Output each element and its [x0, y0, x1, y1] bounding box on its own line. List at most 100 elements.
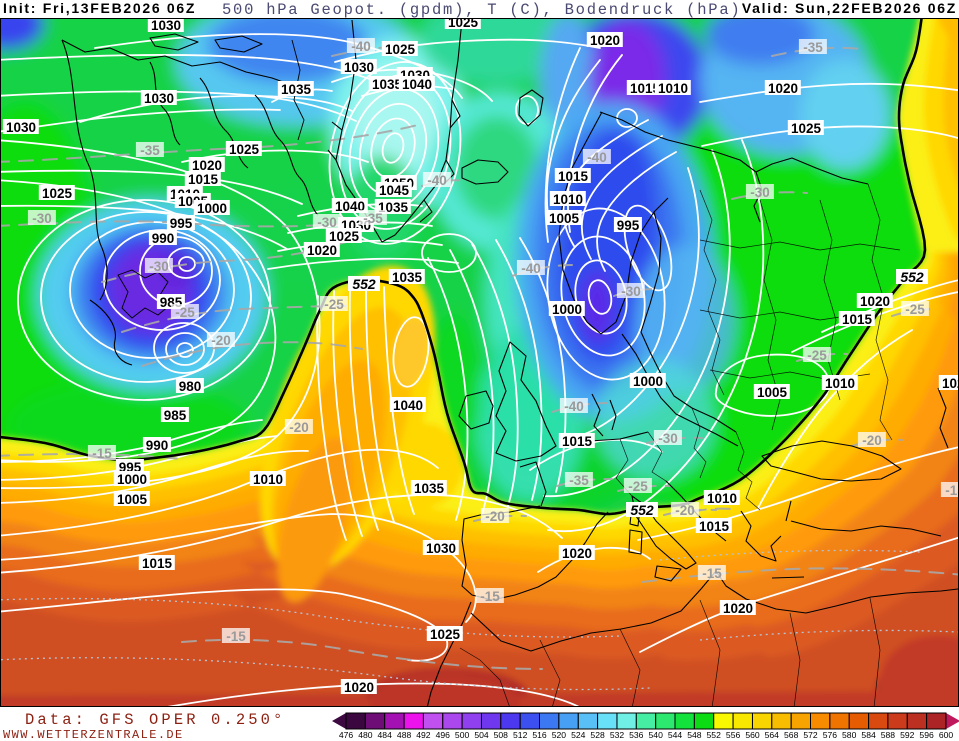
- svg-text:500 hPa Geopot. (gpdm), T (C),: 500 hPa Geopot. (gpdm), T (C), Bodendruc…: [222, 1, 741, 19]
- svg-text:568: 568: [784, 730, 799, 740]
- svg-text:492: 492: [416, 730, 431, 740]
- svg-text:1005: 1005: [757, 385, 788, 400]
- svg-text:-30: -30: [149, 259, 169, 274]
- svg-text:1040: 1040: [402, 77, 432, 92]
- svg-text:-30: -30: [32, 211, 52, 226]
- svg-text:-20: -20: [862, 433, 882, 448]
- svg-text:Data: GFS OPER 0.250°: Data: GFS OPER 0.250°: [25, 711, 285, 729]
- svg-text:1015: 1015: [699, 519, 730, 534]
- svg-text:496: 496: [436, 730, 451, 740]
- svg-text:-25: -25: [628, 479, 648, 494]
- svg-text:1000: 1000: [117, 472, 147, 487]
- svg-text:1025: 1025: [385, 42, 416, 57]
- svg-text:990: 990: [152, 231, 175, 246]
- svg-text:536: 536: [629, 730, 644, 740]
- svg-text:480: 480: [358, 730, 373, 740]
- svg-text:1025: 1025: [791, 121, 822, 136]
- svg-text:488: 488: [397, 730, 412, 740]
- svg-text:-30: -30: [317, 215, 337, 230]
- svg-text:1025: 1025: [42, 186, 73, 201]
- svg-text:1020: 1020: [942, 376, 959, 391]
- svg-text:512: 512: [513, 730, 528, 740]
- svg-text:Init: Fri,13FEB2026 06Z: Init: Fri,13FEB2026 06Z: [3, 0, 196, 16]
- svg-text:-20: -20: [289, 420, 309, 435]
- svg-text:540: 540: [649, 730, 664, 740]
- svg-text:1005: 1005: [549, 211, 580, 226]
- svg-text:1015: 1015: [842, 312, 873, 327]
- svg-text:-20: -20: [211, 333, 231, 348]
- svg-text:Valid: Sun,22FEB2026 06Z: Valid: Sun,22FEB2026 06Z: [742, 0, 957, 16]
- svg-text:-35: -35: [363, 211, 383, 226]
- svg-text:-40: -40: [587, 150, 607, 165]
- svg-text:1035: 1035: [372, 77, 403, 92]
- svg-text:1030: 1030: [426, 541, 456, 556]
- svg-text:-40: -40: [427, 173, 447, 188]
- svg-text:584: 584: [861, 730, 876, 740]
- svg-text:516: 516: [532, 730, 547, 740]
- svg-text:-30: -30: [658, 431, 678, 446]
- svg-text:-40: -40: [564, 399, 584, 414]
- svg-text:1015: 1015: [142, 556, 173, 571]
- svg-text:520: 520: [552, 730, 567, 740]
- svg-text:1020: 1020: [590, 33, 620, 48]
- svg-text:1010: 1010: [658, 81, 688, 96]
- svg-text:1015: 1015: [562, 434, 593, 449]
- svg-text:560: 560: [745, 730, 760, 740]
- svg-text:524: 524: [571, 730, 586, 740]
- svg-text:1025: 1025: [329, 229, 360, 244]
- svg-text:WWW.WETTERZENTRALE.DE: WWW.WETTERZENTRALE.DE: [3, 728, 184, 741]
- svg-text:1040: 1040: [393, 398, 423, 413]
- svg-text:552: 552: [630, 502, 654, 518]
- svg-text:-20: -20: [675, 503, 695, 518]
- svg-text:-35: -35: [803, 40, 823, 55]
- svg-text:-25: -25: [807, 348, 827, 363]
- svg-text:1020: 1020: [768, 81, 798, 96]
- svg-text:1010: 1010: [825, 376, 855, 391]
- svg-text:572: 572: [803, 730, 818, 740]
- svg-text:1020: 1020: [723, 601, 753, 616]
- svg-text:476: 476: [339, 730, 354, 740]
- svg-text:1030: 1030: [144, 91, 174, 106]
- svg-text:-35: -35: [569, 473, 589, 488]
- svg-text:544: 544: [668, 730, 683, 740]
- svg-text:500: 500: [455, 730, 470, 740]
- svg-text:592: 592: [900, 730, 915, 740]
- svg-text:-40: -40: [351, 39, 371, 54]
- svg-text:1015: 1015: [188, 172, 219, 187]
- svg-text:1020: 1020: [344, 680, 374, 695]
- svg-text:588: 588: [881, 730, 896, 740]
- svg-text:1025: 1025: [229, 142, 260, 157]
- svg-text:-20: -20: [485, 509, 505, 524]
- svg-text:484: 484: [378, 730, 393, 740]
- svg-text:528: 528: [590, 730, 605, 740]
- svg-text:1010: 1010: [253, 472, 283, 487]
- svg-text:1040: 1040: [335, 199, 365, 214]
- svg-text:1020: 1020: [562, 546, 592, 561]
- svg-text:1035: 1035: [392, 270, 423, 285]
- svg-text:-30: -30: [750, 185, 770, 200]
- svg-text:1020: 1020: [192, 158, 222, 173]
- svg-text:1035: 1035: [414, 481, 445, 496]
- svg-text:-25: -25: [324, 297, 344, 312]
- svg-text:-25: -25: [905, 302, 925, 317]
- svg-text:1005: 1005: [117, 492, 148, 507]
- svg-text:1015: 1015: [558, 169, 589, 184]
- svg-text:-15: -15: [226, 629, 246, 644]
- svg-text:-25: -25: [175, 305, 195, 320]
- svg-text:-15: -15: [480, 589, 500, 604]
- svg-text:548: 548: [687, 730, 702, 740]
- svg-text:1020: 1020: [860, 294, 890, 309]
- svg-text:1030: 1030: [6, 120, 36, 135]
- svg-text:552: 552: [707, 730, 722, 740]
- svg-text:508: 508: [494, 730, 509, 740]
- svg-text:576: 576: [823, 730, 838, 740]
- svg-text:995: 995: [170, 216, 193, 231]
- svg-text:1030: 1030: [151, 18, 181, 33]
- svg-text:552: 552: [352, 276, 376, 292]
- svg-text:1000: 1000: [552, 302, 582, 317]
- svg-text:580: 580: [842, 730, 857, 740]
- svg-text:1035: 1035: [281, 82, 312, 97]
- svg-text:1030: 1030: [344, 60, 374, 75]
- svg-text:1020: 1020: [307, 243, 337, 258]
- svg-text:-30: -30: [621, 284, 641, 299]
